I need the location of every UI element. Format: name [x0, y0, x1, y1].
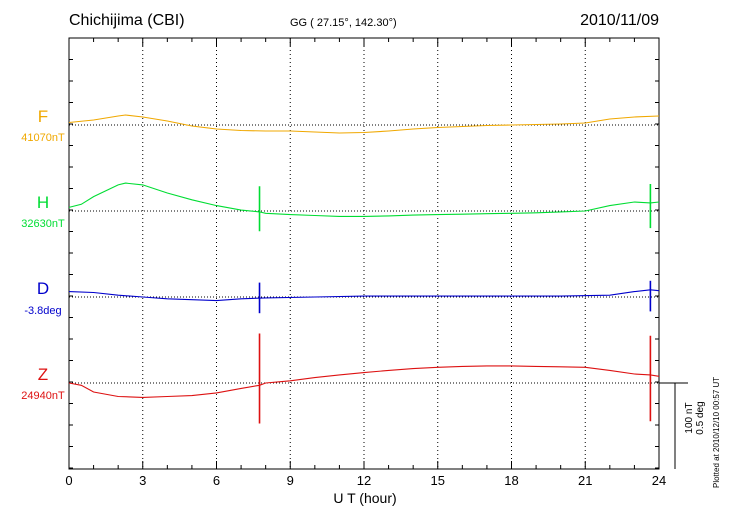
coordinates-label: GG ( 27.15°, 142.30°) — [290, 17, 397, 29]
series-line-h — [68, 182, 660, 217]
x-axis-label: U T (hour) — [333, 490, 397, 506]
baseline-value-f: 41070nT — [21, 132, 65, 144]
x-tick-label: 15 — [431, 473, 445, 488]
station-title: Chichijima (CBI) — [69, 12, 185, 29]
component-label-z: Z — [38, 365, 48, 384]
x-tick-label: 24 — [652, 473, 666, 488]
baseline-value-h: 32630nT — [21, 218, 65, 230]
x-tick-label: 9 — [287, 473, 294, 488]
scale-bar-label-nt: 100 nT — [684, 402, 695, 434]
x-tick-label: 18 — [504, 473, 518, 488]
component-label-f: F — [38, 107, 48, 126]
plotted-timestamp: Plotted at 2010/12/10 00:57 UT — [712, 376, 721, 488]
date-label: 2010/11/09 — [580, 12, 659, 29]
x-tick-label: 6 — [213, 473, 220, 488]
component-label-d: D — [37, 279, 49, 298]
scale-bar-label: 100 nT 0.5 deg — [684, 393, 706, 443]
component-label-h: H — [37, 193, 49, 212]
series-line-z — [68, 365, 660, 398]
baseline-value-z: 24940nT — [21, 390, 65, 402]
x-tick-label: 0 — [65, 473, 72, 488]
baseline-value-d: -3.8deg — [24, 305, 61, 317]
x-tick-label: 3 — [139, 473, 146, 488]
series-line-f — [68, 114, 660, 134]
x-tick-label: 12 — [357, 473, 371, 488]
x-tick-label: 21 — [578, 473, 592, 488]
series-line-d — [68, 289, 660, 302]
scale-bar-label-deg: 0.5 deg — [695, 401, 706, 435]
